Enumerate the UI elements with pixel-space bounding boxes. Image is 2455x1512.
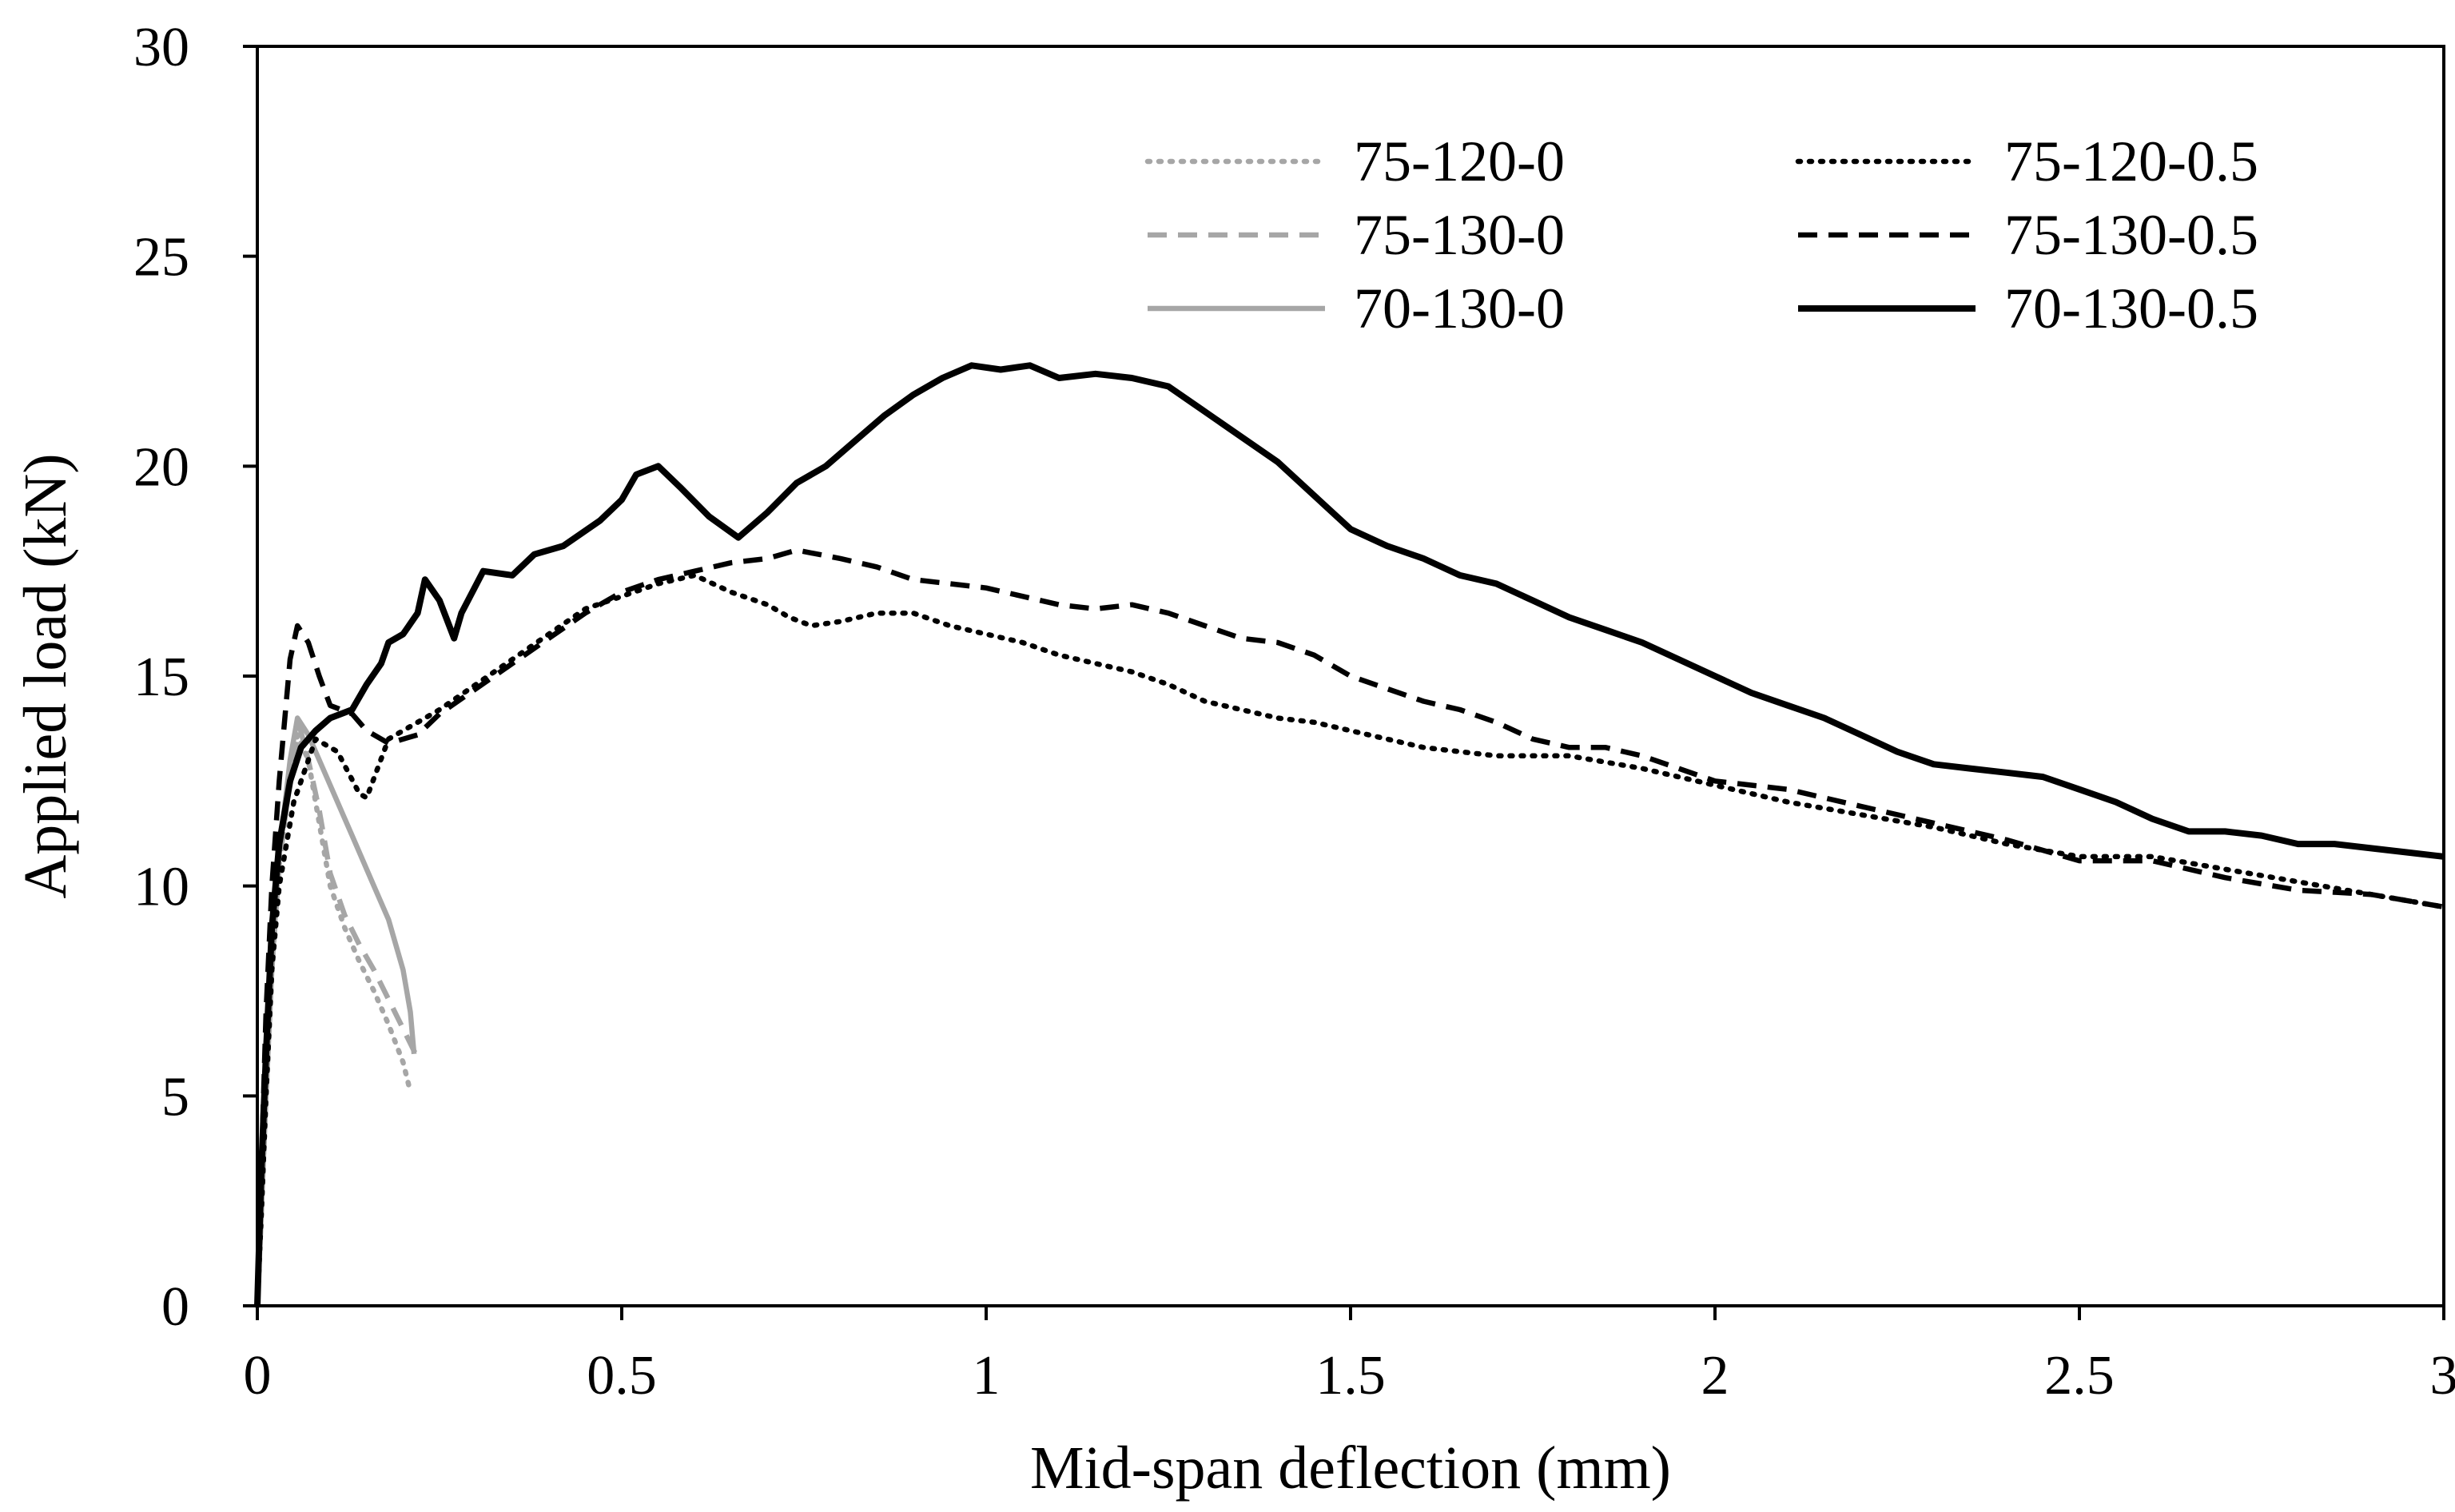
legend-label: 75-130-0.5: [2004, 203, 2258, 267]
x-tick-label: 0.5: [587, 1345, 657, 1407]
x-axis-ticks: 0 0.5 1 1.5 2 2.5 3: [244, 1306, 2455, 1407]
x-tick-label: 2: [1701, 1345, 1729, 1407]
y-tick-label: 25: [133, 227, 189, 288]
x-tick-label: 1: [973, 1345, 1001, 1407]
legend-label: 75-120-0: [1354, 129, 1565, 193]
x-tick-label: 2.5: [2044, 1345, 2115, 1407]
y-tick-label: 10: [133, 857, 189, 918]
x-tick-label: 3: [2430, 1345, 2455, 1407]
series-line-75-130-0: [254, 723, 420, 1307]
legend-label: 70-130-0: [1354, 277, 1565, 340]
x-axis-title: Mid-span deflection (mm): [1030, 1434, 1671, 1502]
x-tick-label: 0: [244, 1345, 272, 1407]
series-layer: [254, 362, 2447, 1309]
y-tick-label: 15: [133, 647, 189, 708]
x-tick-label: 1.5: [1315, 1345, 1386, 1407]
y-tick-label: 0: [161, 1276, 189, 1338]
y-tick-label: 20: [133, 436, 189, 498]
plot-frame: [256, 45, 2445, 1307]
legend: 75-120-0 75-130-0 70-130-0 75-120-0.5 75-130…: [1144, 129, 2258, 340]
series-line-75-130-0.5: [254, 547, 2445, 1307]
series-line-75-120-0.5: [254, 572, 2447, 1309]
series-line-70-130-0.5: [254, 362, 2445, 1307]
y-axis-title: Applied load (kN): [12, 453, 79, 898]
legend-label: 75-120-0.5: [2004, 129, 2258, 193]
y-tick-label: 5: [161, 1066, 189, 1128]
y-tick-label: 30: [133, 17, 189, 78]
legend-label: 70-130-0.5: [2004, 277, 2258, 340]
y-axis-ticks: 0 5 10 15 20 25 30: [133, 17, 257, 1338]
legend-label: 75-130-0: [1354, 203, 1565, 267]
